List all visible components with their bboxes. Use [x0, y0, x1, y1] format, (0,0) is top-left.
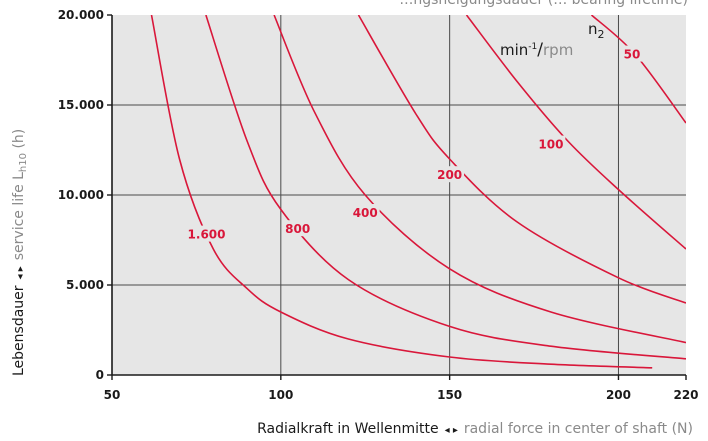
curve-label: 100 [538, 138, 563, 152]
x-tick-label: 200 [606, 388, 631, 402]
x-tick-label: 50 [104, 388, 121, 402]
curve-800 [205, 15, 686, 360]
x-tick-label: 220 [673, 388, 698, 402]
legend-line2: min-1/rpm [500, 40, 573, 60]
chart-title-partial: …ngsneigungsdauer (… bearing lifetime) [399, 0, 688, 8]
curve-label-bg [184, 225, 229, 242]
y-tick-label: 20.000 [58, 8, 104, 22]
curves [150, 15, 686, 369]
x-tick-label: 100 [268, 388, 293, 402]
axes [107, 14, 687, 380]
y-tick-label: 15.000 [58, 98, 104, 112]
curve-100 [465, 15, 686, 250]
grid-lines [112, 15, 686, 375]
curve-200 [357, 15, 686, 304]
curve-label: 1.600 [188, 228, 226, 242]
curve-label-bg [435, 166, 465, 183]
curve-labels: 1.600 800 400 200 100 50 [184, 45, 643, 242]
curve-1600 [150, 15, 653, 369]
curve-400 [273, 15, 686, 344]
y-tick-label: 5.000 [66, 278, 104, 292]
tick-labels: 0 5.000 10.000 15.000 20.000 50 100 150 200 220 [58, 8, 699, 402]
y-tick-label: 0 [96, 368, 104, 382]
curve-label: 200 [437, 168, 462, 182]
curve-label: 400 [353, 206, 378, 220]
curve-label-bg [536, 135, 566, 152]
x-tick-label: 150 [437, 388, 462, 402]
curve-label-bg [350, 204, 380, 220]
curve-label: 800 [285, 222, 310, 236]
x-axis-title: Radialkraft in Wellenmitte ◂ ▸ radial forc… [257, 421, 693, 437]
legend-line1: n2 [588, 20, 605, 41]
legend: n2 min-1/rpm [500, 20, 605, 60]
y-axis-title: Lebensdauer◂ ▸service life Lh10 (h) [11, 129, 29, 376]
y-tick-label: 10.000 [58, 188, 104, 202]
curve-label-bg [283, 220, 313, 237]
curve-label-bg [621, 45, 643, 62]
curve-label: 50 [624, 48, 641, 62]
